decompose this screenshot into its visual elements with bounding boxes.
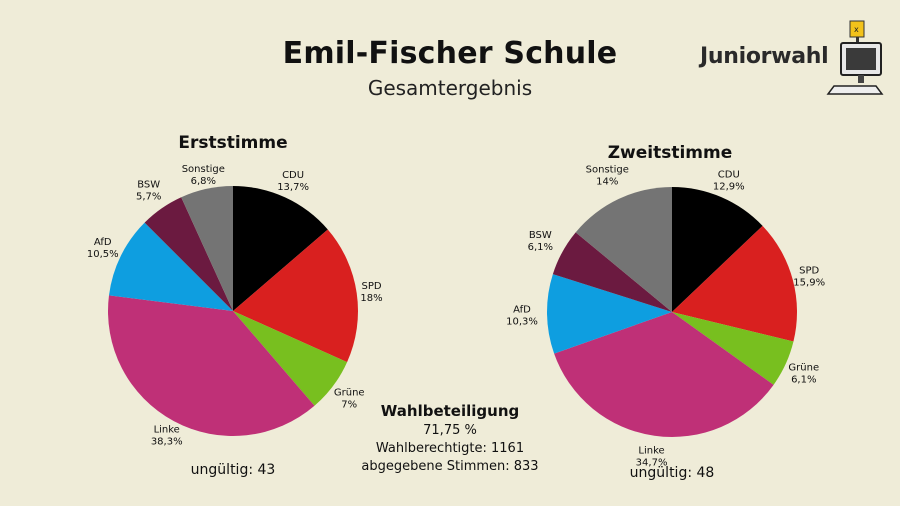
slice-label-linke: Linke 38,3% — [151, 424, 183, 447]
pie-chart-erststimme: CDU 13,7% SPD 18% Grüne 7% Linke 38,3% AfD 10,5% B… — [87, 164, 383, 447]
pie-slice-cdu — [233, 186, 328, 311]
pie-slice-sonstige — [575, 187, 672, 312]
pie-slice-spd — [233, 229, 358, 363]
slice-label-bsw: BSW 6,1% — [528, 230, 553, 253]
pie-slice-gruene — [672, 312, 794, 385]
slice-label-gruene: Grüne 7% — [334, 388, 365, 411]
turnout-heading: Wahlbeteiligung — [380, 402, 520, 420]
pie-slice-linke — [554, 312, 774, 438]
pie-slice-cdu — [672, 187, 763, 312]
pie-slice-sonstige — [181, 186, 233, 311]
pie-slice-spd — [672, 225, 797, 342]
slice-label-spd: SPD 18% — [360, 281, 382, 304]
page-subtitle: Gesamtergebnis — [367, 76, 533, 100]
pie-slice-afd — [547, 274, 672, 354]
pie-chart-zweitstimme: CDU 12,9% SPD 15,9% Grüne 6,1% Linke 34,7% AfD 10… — [506, 164, 825, 468]
slice-label-cdu: CDU 12,9% — [713, 170, 745, 193]
turnout-box: Wahlbeteiligung 71,75 % Wahlberechtigte:… — [330, 402, 570, 474]
slice-label-cdu: CDU 13,7% — [277, 170, 309, 193]
eligible-voters: Wahlberechtigte: 1161 — [375, 441, 525, 456]
page-title: Emil-Fischer Schule — [282, 36, 618, 71]
chart-title-erststimme: Erststimme — [178, 133, 288, 153]
slice-label-afd: AfD 10,3% — [506, 304, 538, 327]
juniorwahl-logo: Juniorwahl x — [700, 18, 890, 98]
slice-label-spd: SPD 15,9% — [793, 265, 825, 288]
slice-label-sonstige: Sonstige 14% — [586, 164, 629, 187]
pie-slice-bsw — [144, 197, 233, 311]
slice-label-sonstige: Sonstige 6,8% — [182, 164, 225, 187]
pie-slice-bsw — [552, 232, 672, 312]
pie-slice-linke — [108, 295, 315, 437]
logo-text: Juniorwahl — [700, 44, 829, 69]
slice-label-gruene: Grüne 6,1% — [788, 362, 819, 385]
invalid-votes-zweitstimme: ungültig: 48 — [629, 465, 715, 481]
slice-label-linke: Linke 34,7% — [636, 446, 668, 469]
slice-label-bsw: BSW 5,7% — [136, 179, 161, 202]
pie-slice-gruene — [233, 311, 348, 406]
slice-label-afd: AfD 10,5% — [87, 237, 119, 260]
votes-cast: abgegebene Stimmen: 833 — [361, 459, 539, 474]
svg-text:x: x — [854, 25, 859, 34]
computer-ballot-icon: x — [826, 20, 884, 95]
turnout-percent: 71,75 % — [423, 423, 477, 438]
chart-title-zweitstimme: Zweitstimme — [607, 143, 733, 163]
pie-slice-afd — [108, 222, 233, 311]
invalid-votes-erststimme: ungültig: 43 — [190, 462, 276, 478]
